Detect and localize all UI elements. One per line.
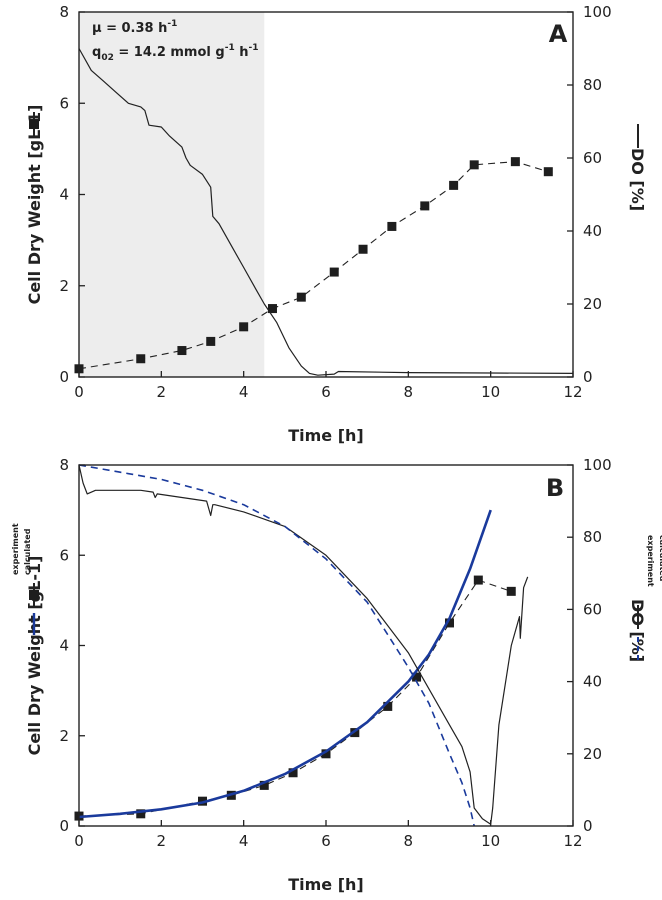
y-tick-label: 4 [59,637,69,655]
data-point [469,160,479,170]
y2-tick-label: 80 [583,76,602,94]
y2-tick-label: 0 [583,368,593,386]
series-line-0 [78,579,512,817]
data-point [387,221,397,231]
data-point [449,180,459,190]
x-tick-label: 10 [481,383,500,401]
y2-tick-label: 40 [583,222,602,240]
y2-tick-label: 0 [583,817,593,835]
x-tick-label: 6 [321,832,331,850]
data-point [383,701,393,711]
x-tick-label: 0 [74,832,84,850]
x-tick-label: 2 [157,383,167,401]
data-point [288,768,298,778]
data-point [177,346,187,356]
x-tick-label: 0 [74,383,84,401]
plot-frame [78,464,574,827]
x-tick-label: 2 [157,832,167,850]
y-tick-label: 0 [59,817,69,835]
x-tick-label: 12 [563,832,582,850]
data-point [420,201,430,211]
x-tick-label: 8 [404,832,414,850]
data-point [239,322,249,332]
data-point [259,780,269,790]
x-tick-label: 8 [404,383,414,401]
y2-tick-label: 60 [583,149,602,167]
data-point [296,292,306,302]
y2-axis-label: DO [%] [628,148,647,211]
x-tick-label: 10 [481,832,500,850]
y-tick-label: 8 [59,3,69,21]
legend-label-left-experiment: experiment [11,523,20,575]
data-point [510,157,520,167]
data-point [267,304,277,314]
y-tick-label: 8 [59,456,69,474]
x-tick-label: 4 [239,832,249,850]
y-tick-label: 0 [59,368,69,386]
x-axis-label: Time [h] [288,875,364,894]
y-tick-label: 4 [59,186,69,204]
data-point [206,336,216,346]
x-tick-label: 12 [563,383,582,401]
x-axis-label: Time [h] [288,426,364,445]
y-tick-label: 2 [59,727,69,745]
data-point [358,244,368,254]
x-tick-label: 6 [321,383,331,401]
data-point [473,575,483,585]
data-point [136,354,146,364]
y2-tick-label: 20 [583,295,602,313]
legend-label-left-calculated: calculated [23,528,32,575]
y-tick-label: 6 [59,94,69,112]
legend-marker-left-exp [29,590,39,600]
y2-tick-label: 80 [583,528,602,546]
data-point [506,586,516,596]
annotation-mu: μ = 0.38 h-1 [92,19,177,36]
data-point [136,809,146,819]
y-tick-label: 2 [59,277,69,295]
data-point [543,167,553,177]
legend-marker-left [29,119,39,129]
data-point [321,749,331,759]
y-tick-label: 6 [59,546,69,564]
y-axis-label: Cell Dry Weight [gL-1] [25,556,44,756]
y2-tick-label: 40 [583,673,602,691]
annotation-qo2: q02 = 14.2 mmol g-1 h-1 [92,43,258,63]
y2-tick-label: 100 [583,3,612,21]
panel-letter: B [546,474,564,502]
data-point [445,618,454,628]
y2-tick-label: 20 [583,745,602,763]
data-point [412,672,422,682]
plot-frame [78,11,574,378]
shaded-region [79,12,265,377]
y2-axis-label: DO [%] [628,599,647,662]
x-tick-label: 4 [239,383,249,401]
legend-label-right-calculated: calculated [658,535,662,582]
y-axis-label: Cell Dry Weight [gL-1] [25,105,44,305]
series-line-2 [78,464,529,825]
data-point [329,267,339,277]
series-line-1 [78,48,574,376]
series-line-1 [78,509,492,819]
panel-letter: A [549,20,568,48]
legend-label-right-experiment: experiment [646,535,655,587]
y2-tick-label: 60 [583,600,602,618]
series-line-3 [78,464,475,827]
y2-tick-label: 100 [583,456,612,474]
